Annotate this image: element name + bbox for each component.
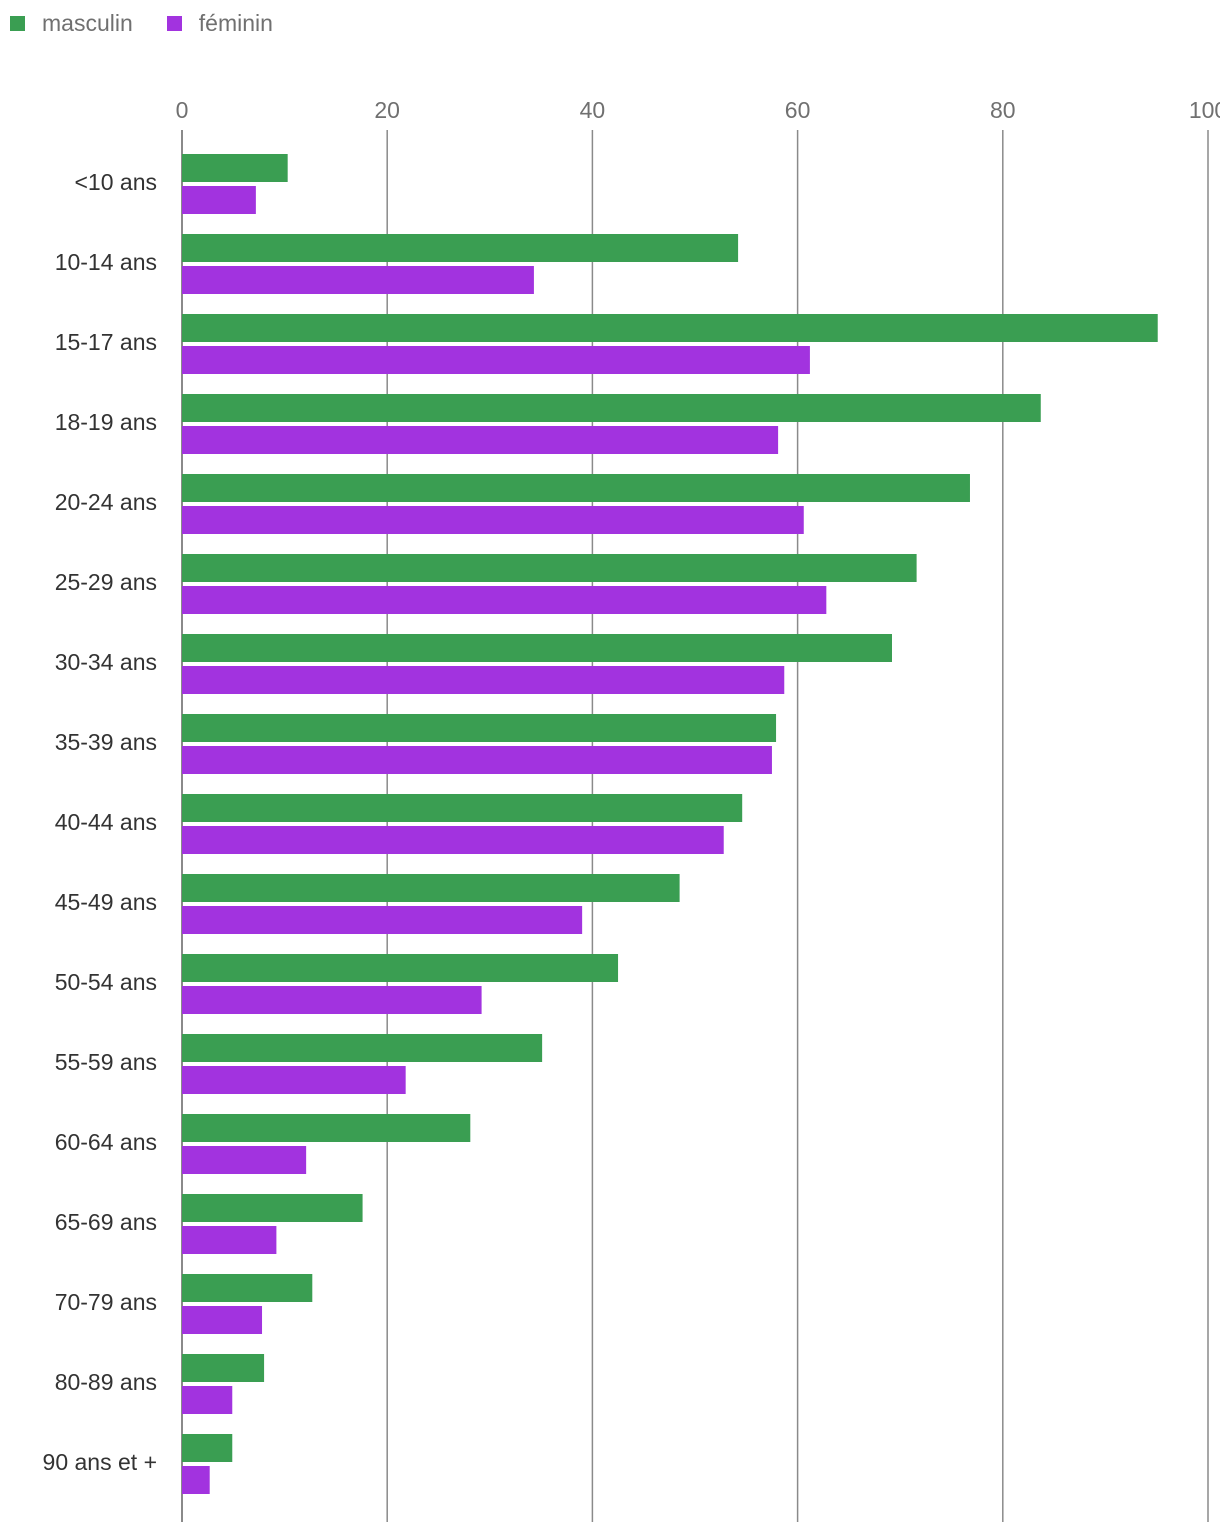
category-label: 18-19 ans — [55, 409, 157, 435]
bar-feminin — [182, 1146, 307, 1174]
bar-feminin — [182, 1226, 277, 1254]
bar-masculin — [182, 874, 680, 902]
category-label: 70-79 ans — [55, 1289, 157, 1315]
category-label: 60-64 ans — [55, 1129, 157, 1155]
bar-masculin — [182, 1434, 233, 1462]
bar-feminin — [182, 746, 772, 774]
legend-item-feminin[interactable]: féminin — [166, 10, 273, 37]
bar-masculin — [182, 1274, 313, 1302]
bar-feminin — [182, 906, 583, 934]
legend: masculin féminin — [10, 10, 307, 37]
bar-masculin — [182, 1034, 543, 1062]
bar-masculin — [182, 1194, 363, 1222]
bar-masculin — [182, 474, 970, 502]
category-label: 25-29 ans — [55, 569, 157, 595]
category-label: 35-39 ans — [55, 729, 157, 755]
bar-feminin — [182, 1466, 210, 1494]
x-tick-label: 0 — [176, 97, 189, 123]
x-tick-label: 20 — [374, 97, 400, 123]
legend-label-feminin: féminin — [198, 10, 273, 36]
bar-masculin — [182, 1114, 471, 1142]
bar-masculin — [182, 634, 892, 662]
bar-masculin — [182, 954, 619, 982]
category-label: 50-54 ans — [55, 969, 157, 995]
bar-feminin — [182, 1386, 233, 1414]
bar-feminin — [182, 186, 256, 214]
bar-masculin — [182, 234, 739, 262]
category-label: 55-59 ans — [55, 1049, 157, 1075]
legend-swatch-feminin — [166, 16, 182, 31]
bar-masculin — [182, 714, 777, 742]
x-tick-label: 100 — [1189, 97, 1220, 123]
bar-masculin — [182, 1354, 265, 1382]
category-label: 10-14 ans — [55, 249, 157, 275]
legend-swatch-masculin — [10, 16, 25, 31]
category-label: 20-24 ans — [55, 489, 157, 515]
x-tick-label: 60 — [785, 97, 811, 123]
bar-masculin — [182, 154, 288, 182]
category-label: 65-69 ans — [55, 1209, 157, 1235]
bar-masculin — [182, 314, 1158, 342]
category-label: 15-17 ans — [55, 329, 157, 355]
legend-item-masculin[interactable]: masculin — [10, 10, 133, 37]
category-label: 30-34 ans — [55, 649, 157, 675]
bar-masculin — [182, 794, 743, 822]
category-label: 40-44 ans — [55, 809, 157, 835]
bar-masculin — [182, 394, 1041, 422]
bar-feminin — [182, 506, 804, 534]
category-label: <10 ans — [75, 169, 158, 195]
bar-feminin — [182, 426, 779, 454]
category-label: 90 ans et + — [43, 1449, 157, 1475]
bar-feminin — [182, 586, 827, 614]
category-label: 45-49 ans — [55, 889, 157, 915]
bar-feminin — [182, 826, 724, 854]
x-tick-label: 40 — [580, 97, 606, 123]
bar-feminin — [182, 266, 534, 294]
bar-masculin — [182, 554, 917, 582]
bar-feminin — [182, 1066, 406, 1094]
legend-label-masculin: masculin — [42, 10, 133, 36]
category-label: 80-89 ans — [55, 1369, 157, 1395]
bar-feminin — [182, 986, 482, 1014]
x-tick-label: 80 — [990, 97, 1016, 123]
bar-feminin — [182, 346, 810, 374]
bar-feminin — [182, 1306, 263, 1334]
bar-feminin — [182, 666, 785, 694]
